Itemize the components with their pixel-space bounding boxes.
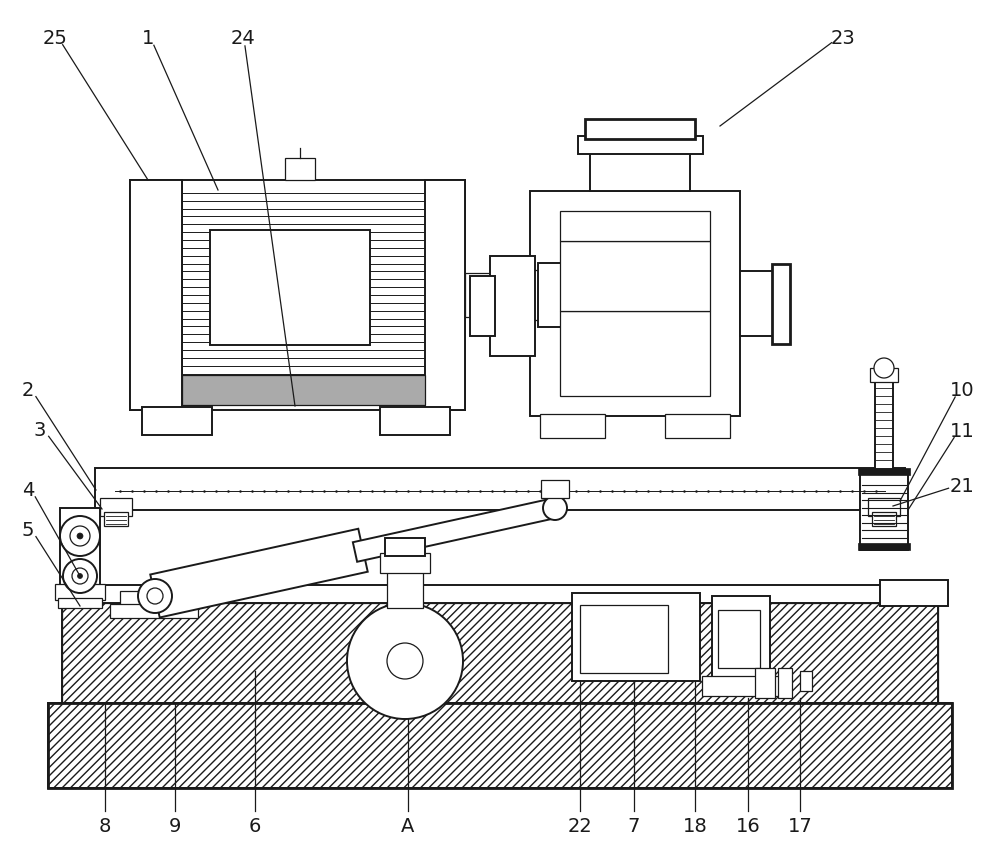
Bar [182,375,425,405]
Circle shape [387,643,423,679]
Text: 16: 16 [736,816,760,836]
Bar [860,470,908,550]
Bar [470,276,495,336]
Text: 17: 17 [788,816,812,836]
Bar [58,598,102,608]
Bar [540,414,605,438]
Bar [755,668,775,698]
Bar [104,512,128,526]
Bar [590,151,690,191]
Text: 24: 24 [231,29,255,47]
Bar [870,368,898,382]
Bar [385,538,425,556]
Bar [560,311,710,396]
Text: 25: 25 [43,29,67,47]
Bar [572,593,700,681]
Bar [142,407,212,435]
Bar [868,498,900,516]
Bar [800,671,812,691]
Text: 3: 3 [34,420,46,440]
Text: 1: 1 [142,29,154,47]
Bar [520,270,542,320]
Circle shape [874,358,894,378]
Bar [48,703,952,788]
Bar [585,119,695,139]
Text: 6: 6 [249,816,261,836]
Bar [560,211,710,241]
Text: 9: 9 [169,816,181,836]
Bar [62,603,938,703]
Text: A: A [401,816,415,836]
Bar [110,604,198,618]
Circle shape [63,559,97,593]
Text: 22: 22 [568,816,592,836]
Bar [702,676,782,696]
Text: 23: 23 [831,29,855,47]
Circle shape [60,516,100,556]
Bar [541,480,569,498]
Bar [578,136,703,154]
Polygon shape [150,529,368,618]
Bar [778,668,792,698]
Bar [62,603,938,703]
Text: 2: 2 [22,381,34,399]
Bar [530,191,740,416]
Bar [60,508,100,586]
Text: 18: 18 [683,816,707,836]
Text: 8: 8 [99,816,111,836]
Text: 5: 5 [22,520,34,540]
Bar [665,414,730,438]
Circle shape [147,588,163,604]
Bar [875,377,893,472]
Bar [62,585,938,603]
Bar [858,543,910,550]
Bar [858,468,910,475]
Circle shape [543,496,567,520]
Bar [425,180,465,410]
Bar [130,180,182,410]
Bar [712,596,770,678]
Bar [490,256,535,356]
Bar [560,241,710,311]
Circle shape [77,533,83,539]
Bar [387,570,423,608]
Bar [55,584,105,600]
Text: 10: 10 [950,381,974,399]
Bar [465,273,495,317]
Bar [538,263,563,327]
Text: 11: 11 [950,421,974,441]
Bar [718,610,760,668]
Polygon shape [353,498,557,562]
Text: 7: 7 [628,816,640,836]
Bar [210,230,370,345]
Bar [120,591,190,611]
Bar [285,158,315,180]
Bar [130,180,465,410]
Bar [48,703,952,788]
Bar [380,407,450,435]
Text: 21: 21 [950,476,974,496]
Circle shape [70,526,90,546]
Bar [872,512,896,526]
Circle shape [78,574,82,579]
Bar [493,263,523,327]
Bar [380,553,430,573]
Circle shape [138,579,172,613]
Circle shape [72,568,88,584]
Bar [772,264,790,344]
Bar [100,498,132,516]
FancyBboxPatch shape [130,180,182,410]
Circle shape [347,603,463,719]
Bar [95,468,905,510]
Bar [740,271,775,336]
Bar [880,580,948,606]
Text: 4: 4 [22,481,34,499]
Bar [580,605,668,673]
